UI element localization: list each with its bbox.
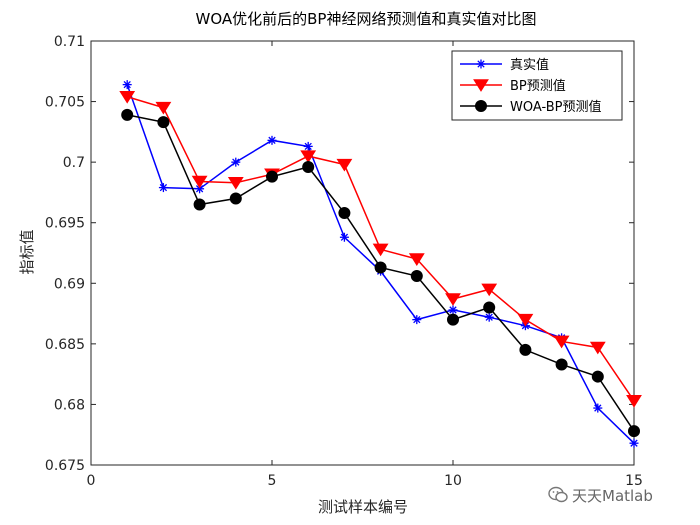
data-point [303,141,313,151]
series-3 [121,108,640,438]
data-point [121,108,134,121]
legend-item: 真实值 [460,57,549,73]
data-point [372,243,389,257]
data-point [591,370,604,383]
x-tick-label: 15 [625,473,643,489]
data-point [593,403,603,413]
data-point [122,80,132,90]
data-point [408,253,425,266]
y-axis-label: 指标值 [18,229,36,274]
wechat-icon [548,486,568,503]
data-point [445,293,461,306]
data-point [158,183,168,193]
y-tick-label: 0.675 [45,458,85,474]
x-axis-label: 测试样本编号 [318,498,408,516]
data-point [191,175,208,189]
data-point [227,176,244,190]
y-tick-label: 0.695 [45,216,85,232]
legend-label: 真实值 [510,57,549,73]
legend-item: WOA-BP预测值 [460,99,601,115]
series-2 [119,90,642,408]
y-tick-label: 0.7 [63,155,85,171]
data-point [410,270,423,283]
x-tick-label: 10 [444,473,462,489]
data-point [447,313,459,326]
data-point [374,261,387,274]
data-point [302,160,315,173]
data-point [589,341,606,355]
legend-marker [473,79,489,92]
data-point [448,305,458,315]
data-point [555,358,568,371]
y-tick-label: 0.69 [54,276,85,292]
data-point [336,158,353,172]
legend-marker [475,100,487,112]
data-point [517,313,534,327]
data-point [267,135,277,145]
chart-title: WOA优化前后的BP神经网络预测值和真实值对比图 [196,10,537,28]
legend-label: BP预测值 [510,78,566,94]
data-point [155,101,172,115]
watermark: 天天Matlab [548,484,653,506]
x-tick-label: 0 [87,473,96,489]
data-point [231,157,241,167]
x-tick-label: 5 [268,473,277,489]
y-tick-label: 0.68 [54,397,85,413]
data-point [628,425,640,438]
data-point [481,283,498,297]
data-point [157,116,170,129]
data-point [300,150,317,163]
data-point [484,312,494,322]
y-tick-label: 0.71 [54,34,85,50]
data-point [553,335,570,349]
legend-item: BP预测值 [460,78,566,94]
data-point [483,301,496,314]
y-tick-label: 0.685 [45,337,85,353]
legend-marker [476,59,486,69]
data-point [266,170,278,183]
data-point [229,192,242,205]
data-point [412,315,422,325]
watermark-text: 天天Matlab [572,486,653,505]
data-point [193,198,206,211]
data-point [339,232,349,242]
legend: 真实值 BP预测值 WOA-BP预测值 [451,50,623,121]
data-point [338,207,351,220]
data-point [119,90,136,104]
data-point [195,184,205,194]
data-point [519,343,532,356]
data-point [629,438,639,448]
legend-label: WOA-BP预测值 [510,99,601,115]
y-tick-label: 0.705 [45,95,85,111]
data-point [626,395,642,408]
